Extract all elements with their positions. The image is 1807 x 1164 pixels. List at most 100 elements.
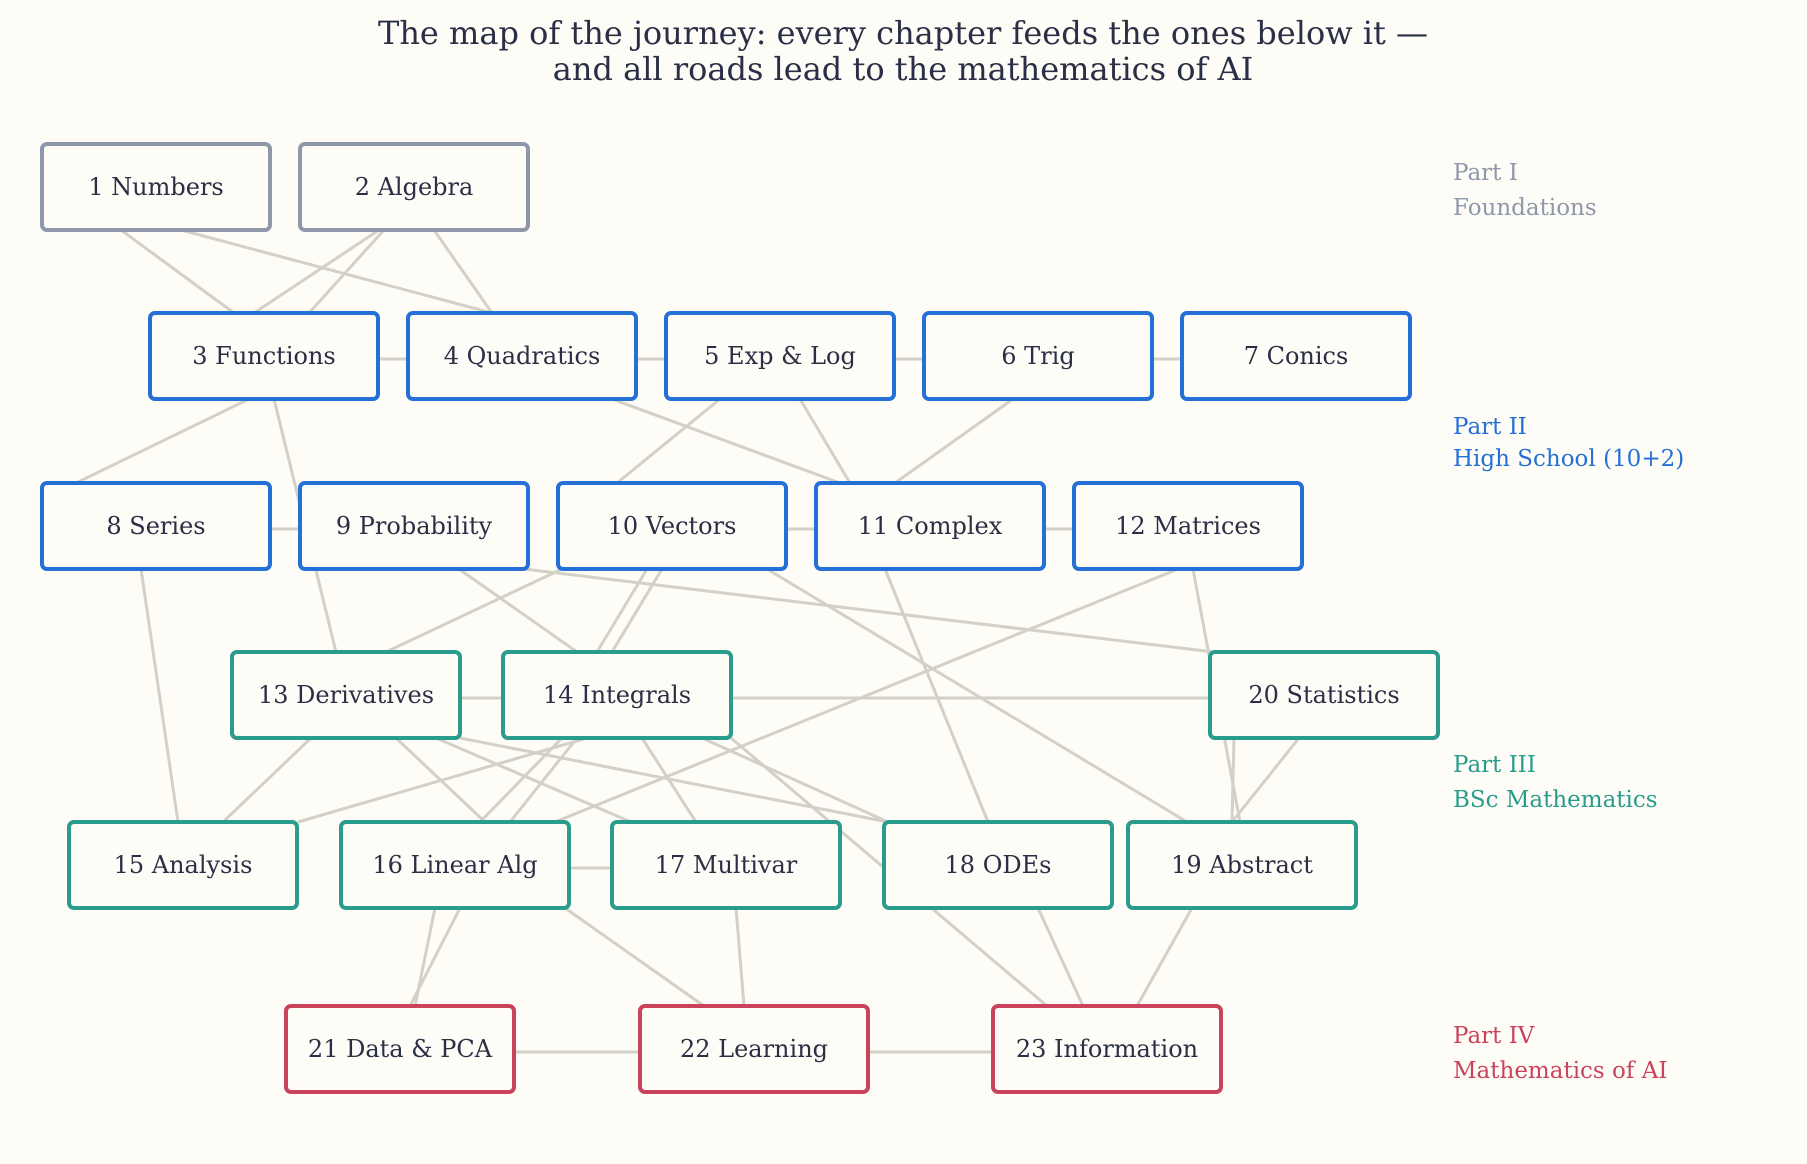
part-title: Part III [1453, 752, 1536, 778]
edge-11-18 [883, 568, 990, 823]
chapter-box [556, 481, 788, 571]
edge-13-15 [221, 736, 313, 824]
edge-14-18 [701, 736, 889, 824]
part-subtitle: Foundations [1453, 195, 1597, 221]
part-foundations-label: Part I Foundations [1453, 160, 1597, 221]
chapter-node-21: 21 Data & PCA [284, 1004, 516, 1094]
edge-19-23 [1135, 907, 1194, 1007]
chapter-label: 20 Statistics [1248, 681, 1399, 709]
chapter-box [638, 1004, 870, 1094]
chapter-node-15: 15 Analysis [67, 820, 299, 910]
chapter-label: 1 Numbers [88, 173, 223, 201]
chapter-node-9: 9 Probability [298, 481, 530, 571]
chapter-box [1072, 481, 1304, 571]
chapter-node-13: 13 Derivatives [230, 650, 462, 740]
edge-2-4 [432, 229, 494, 314]
chapter-label: 5 Exp & Log [704, 342, 856, 370]
chapter-node-14: 14 Integrals [501, 650, 733, 740]
chapter-node-1: 1 Numbers [40, 142, 272, 232]
chapter-box [40, 142, 272, 232]
edge-10-14 [595, 568, 649, 653]
chapter-box [298, 481, 530, 571]
chapter-box [298, 142, 530, 232]
chapter-label: 11 Complex [858, 512, 1003, 540]
part-title: Part II [1453, 414, 1527, 440]
edge-14-15 [297, 736, 588, 824]
chapter-box [922, 311, 1154, 401]
chapter-label: 7 Conics [1244, 342, 1349, 370]
edge-17-22 [734, 907, 746, 1007]
chapter-node-19: 19 Abstract [1126, 820, 1358, 910]
chapter-node-3: 3 Functions [148, 311, 380, 401]
diagram-title-line-1: The map of the journey: every chapter fe… [378, 14, 1428, 52]
chapter-label: 4 Quadratics [444, 342, 601, 370]
chapter-node-4: 4 Quadratics [406, 311, 638, 401]
edge-9-14 [458, 567, 578, 654]
chapter-box [501, 650, 733, 740]
chapter-label: 18 ODEs [945, 851, 1052, 879]
chapter-label: 12 Matrices [1115, 512, 1261, 540]
chapter-node-20: 20 Statistics [1208, 650, 1440, 740]
chapter-label: 10 Vectors [608, 512, 737, 540]
part-high-school-label: Part II High School (10+2) [1453, 414, 1684, 472]
chapter-node-17: 17 Multivar [610, 820, 842, 910]
edge-5-11 [798, 398, 852, 484]
chapter-label: 13 Derivatives [258, 681, 434, 709]
chapter-label: 8 Series [106, 512, 205, 540]
chapter-label: 19 Abstract [1171, 851, 1313, 879]
diagram-title-line-2: and all roads lead to the mathematics of… [553, 50, 1253, 88]
edge-13-18 [459, 736, 889, 824]
edge-10-14 [610, 568, 664, 653]
chapter-box [1208, 650, 1440, 740]
part-subtitle: BSc Mathematics [1453, 787, 1658, 813]
nodes-layer: 1 Numbers 2 Algebra 3 Functions 4 Quadratic… [40, 142, 1440, 1094]
edges-layer [75, 228, 1301, 1054]
chapter-label: 6 Trig [1001, 342, 1074, 370]
chapter-node-2: 2 Algebra [298, 142, 530, 232]
chapter-node-6: 6 Trig [922, 311, 1154, 401]
chapter-box [882, 820, 1114, 910]
chapter-label: 21 Data & PCA [308, 1035, 493, 1063]
chapter-box [814, 481, 1046, 571]
edge-9-20 [523, 567, 1215, 654]
edge-2-3 [307, 228, 386, 315]
chapter-box [67, 820, 299, 910]
edge-6-11 [894, 397, 1014, 485]
edge-8-15 [139, 568, 180, 823]
chapter-box [664, 311, 896, 401]
edge-14-17 [640, 737, 698, 823]
chapter-node-23: 23 Information [991, 1004, 1223, 1094]
chapter-label: 17 Multivar [655, 851, 798, 879]
chapter-box [610, 820, 842, 910]
chapter-box [339, 820, 571, 910]
chapter-node-18: 18 ODEs [882, 820, 1114, 910]
chapter-label: 14 Integrals [543, 681, 691, 709]
chapter-node-12: 12 Matrices [1072, 481, 1304, 571]
chapter-box [406, 311, 638, 401]
edge-18-23 [1036, 907, 1085, 1007]
edge-13-17 [435, 736, 632, 824]
chapter-label: 22 Learning [680, 1035, 828, 1063]
chapter-box [991, 1004, 1223, 1094]
chapter-node-16: 16 Linear Alg [339, 820, 571, 910]
edge-1-4 [180, 228, 493, 315]
chapter-node-8: 8 Series [40, 481, 272, 571]
edge-10-13 [385, 567, 563, 654]
chapter-label: 23 Information [1016, 1035, 1198, 1063]
chapter-node-5: 5 Exp & Log [664, 311, 896, 401]
chapter-label: 9 Probability [336, 512, 493, 540]
edge-5-10 [616, 397, 721, 485]
edge-10-19 [766, 567, 1188, 824]
edge-14-16 [508, 737, 579, 823]
edge-3-8 [75, 397, 250, 485]
chapter-node-11: 11 Complex [814, 481, 1046, 571]
chapter-label: 2 Algebra [355, 173, 474, 201]
part-title: Part I [1453, 160, 1518, 186]
part-subtitle: High School (10+2) [1453, 446, 1684, 472]
part-bsc-label: Part III BSc Mathematics [1453, 752, 1658, 813]
chapter-label: 15 Analysis [114, 851, 253, 879]
chapter-box [1126, 820, 1358, 910]
part-ai-label: Part IV Mathematics of AI [1453, 1023, 1667, 1084]
edge-20-19 [1230, 737, 1301, 823]
